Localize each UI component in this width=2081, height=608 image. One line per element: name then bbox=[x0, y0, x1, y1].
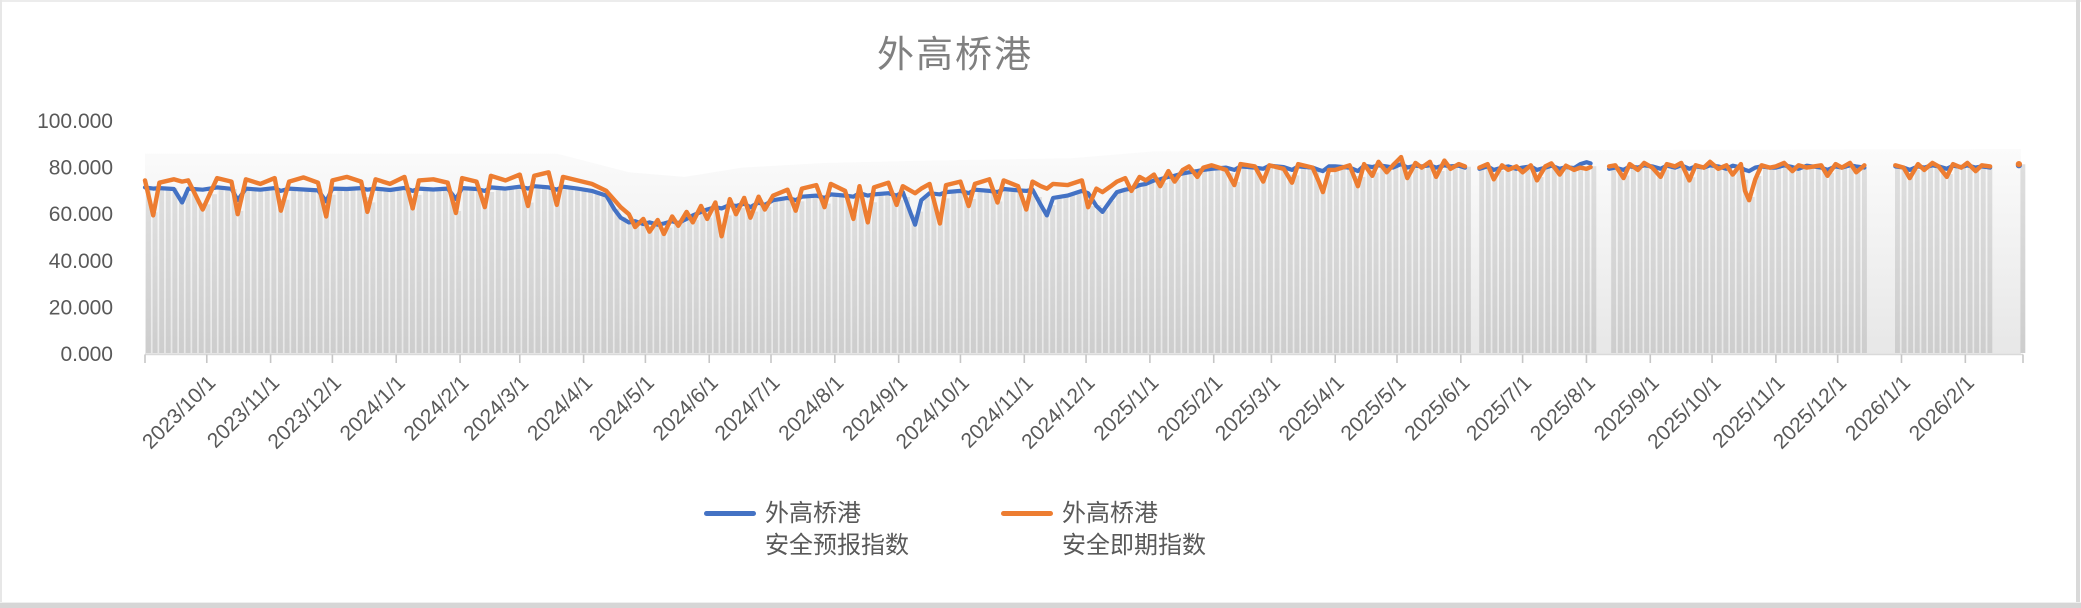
svg-text:60.000: 60.000 bbox=[49, 203, 113, 226]
chart-title: 外高桥港 bbox=[877, 34, 1033, 75]
y-axis-labels: 100.000 80.000 60.000 40.000 20.000 0.000 bbox=[37, 110, 113, 366]
svg-text:0.000: 0.000 bbox=[60, 343, 113, 366]
window-border-bottom bbox=[0, 602, 2081, 608]
column-stripes bbox=[146, 163, 2026, 353]
svg-text:2024/2/1: 2024/2/1 bbox=[400, 371, 474, 445]
svg-text:2025/7/1: 2025/7/1 bbox=[1462, 371, 1536, 445]
svg-text:2026/1/1: 2026/1/1 bbox=[1841, 371, 1915, 445]
svg-text:80.000: 80.000 bbox=[49, 157, 113, 180]
legend-forecast-line1: 外高桥港 bbox=[765, 500, 861, 527]
svg-text:2026/2/1: 2026/2/1 bbox=[1905, 371, 1979, 445]
svg-text:2025/1/1: 2025/1/1 bbox=[1089, 371, 1163, 445]
window-border-top bbox=[0, 0, 2081, 2]
svg-text:2024/7/1: 2024/7/1 bbox=[710, 371, 784, 445]
legend-spot-line1: 外高桥港 bbox=[1062, 500, 1158, 527]
series-line-spot bbox=[142, 154, 2022, 239]
legend-swatch-spot-icon bbox=[1001, 511, 1053, 516]
legend: 外高桥港 安全预报指数 外高桥港 安全即期指数 bbox=[0, 498, 1910, 562]
svg-text:20.000: 20.000 bbox=[49, 296, 113, 319]
window-border-right bbox=[2076, 0, 2080, 608]
svg-text:2025/4/1: 2025/4/1 bbox=[1275, 371, 1349, 445]
svg-text:2024/6/1: 2024/6/1 bbox=[649, 371, 723, 445]
legend-spot-line2: 安全即期指数 bbox=[1062, 532, 1206, 559]
svg-text:2024/5/1: 2024/5/1 bbox=[585, 371, 659, 445]
legend-forecast-line2: 安全预报指数 bbox=[765, 532, 909, 559]
x-axis-labels: 2023/10/12023/11/12023/12/12024/1/12024/… bbox=[138, 371, 1979, 453]
svg-text:100.000: 100.000 bbox=[37, 110, 113, 133]
svg-text:2025/5/1: 2025/5/1 bbox=[1336, 371, 1410, 445]
svg-text:40.000: 40.000 bbox=[49, 250, 113, 273]
svg-text:2024/4/1: 2024/4/1 bbox=[523, 371, 597, 445]
x-axis-ticks bbox=[144, 354, 2024, 363]
legend-item-forecast-index: 外高桥港 安全预报指数 bbox=[704, 498, 909, 562]
svg-text:2025/6/1: 2025/6/1 bbox=[1400, 371, 1474, 445]
legend-swatch-forecast-icon bbox=[704, 511, 756, 516]
svg-text:2024/8/1: 2024/8/1 bbox=[774, 371, 848, 445]
window-border-left bbox=[0, 0, 2, 608]
svg-text:2024/1/1: 2024/1/1 bbox=[336, 371, 410, 445]
svg-text:2024/3/1: 2024/3/1 bbox=[459, 371, 533, 445]
legend-item-spot-index: 外高桥港 安全即期指数 bbox=[1001, 498, 1206, 562]
plot-area: 100.000 80.000 60.000 40.000 20.000 0.000 2023… bbox=[37, 110, 2026, 454]
svg-text:2025/8/1: 2025/8/1 bbox=[1526, 371, 1600, 445]
